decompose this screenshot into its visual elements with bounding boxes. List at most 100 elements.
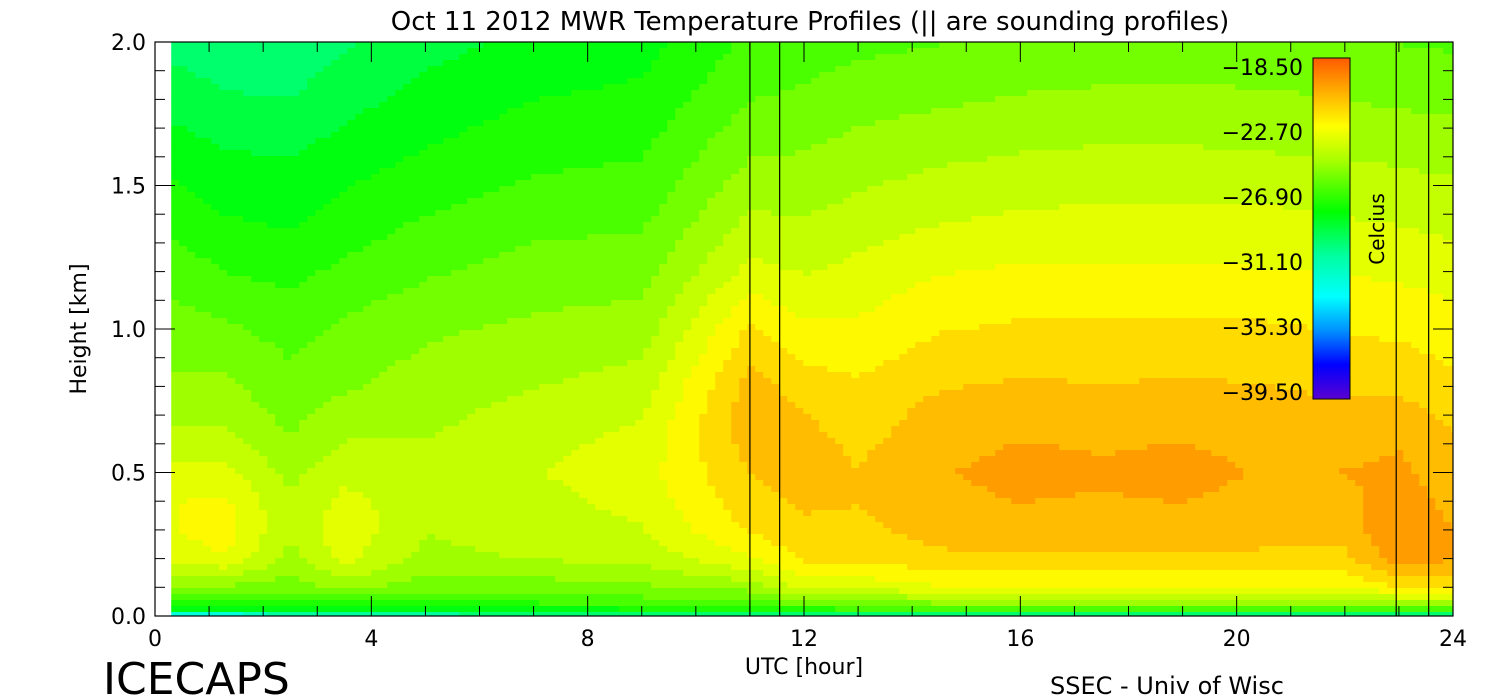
heatmap-cell [307, 96, 316, 103]
heatmap-cell [491, 534, 500, 541]
heatmap-cell [539, 456, 548, 463]
heatmap-cell [315, 414, 324, 421]
heatmap-cell [251, 582, 260, 589]
heatmap-cell [299, 534, 308, 541]
heatmap-cell [187, 246, 196, 253]
heatmap-cell [291, 246, 300, 253]
heatmap-cell [203, 390, 212, 397]
heatmap-cell [499, 372, 508, 379]
heatmap-cell [491, 372, 500, 379]
heatmap-cell [499, 390, 508, 397]
heatmap-cell [491, 156, 500, 163]
heatmap-cell [195, 522, 204, 529]
heatmap-cell [363, 396, 372, 403]
heatmap-cell [555, 378, 564, 385]
heatmap-cell [227, 162, 236, 169]
heatmap-cell [339, 336, 348, 343]
heatmap-cell [379, 282, 388, 289]
heatmap-cell [411, 480, 420, 487]
heatmap-cell [515, 198, 524, 205]
heatmap-cell [419, 456, 428, 463]
heatmap-cell [283, 396, 292, 403]
heatmap-cell [299, 192, 308, 199]
heatmap-cell [187, 360, 196, 367]
heatmap-cell [403, 504, 412, 511]
heatmap-cell [331, 84, 340, 91]
heatmap-cell [243, 240, 252, 247]
heatmap-cell [427, 420, 436, 427]
heatmap-cell [427, 564, 436, 571]
heatmap-cell [395, 48, 404, 55]
heatmap-cell [443, 510, 452, 517]
heatmap-cell [267, 564, 276, 571]
heatmap-cell [571, 342, 580, 349]
heatmap-cell [283, 570, 292, 577]
heatmap-cell [459, 198, 468, 205]
heatmap-cell [523, 294, 532, 301]
heatmap-cell [195, 168, 204, 175]
heatmap-cell [371, 258, 380, 265]
heatmap-cell [171, 606, 180, 613]
heatmap-cell [435, 204, 444, 211]
heatmap-cell [275, 192, 284, 199]
heatmap-cell [363, 294, 372, 301]
heatmap-cell [443, 162, 452, 169]
heatmap-cell [227, 576, 236, 583]
heatmap-cell [371, 438, 380, 445]
heatmap-cell [475, 66, 484, 73]
heatmap-cell [451, 288, 460, 295]
heatmap-cell [499, 558, 508, 565]
heatmap-cell [531, 366, 540, 373]
heatmap-cell [283, 132, 292, 139]
heatmap-cell [555, 468, 564, 475]
heatmap-cell [323, 348, 332, 355]
heatmap-cell [243, 594, 252, 601]
heatmap-cell [275, 42, 284, 49]
heatmap-cell [515, 174, 524, 181]
heatmap-cell [563, 156, 572, 163]
heatmap-cell [243, 198, 252, 205]
heatmap-cell [427, 510, 436, 517]
heatmap-cell [523, 156, 532, 163]
heatmap-cell [531, 522, 540, 529]
heatmap-cell [467, 588, 476, 595]
heatmap-cell [355, 288, 364, 295]
heatmap-cell [563, 390, 572, 397]
heatmap-cell [355, 162, 364, 169]
heatmap-cell [579, 282, 588, 289]
heatmap-cell [403, 162, 412, 169]
heatmap-cell [179, 504, 188, 511]
heatmap-cell [395, 492, 404, 499]
heatmap-cell [267, 348, 276, 355]
heatmap-cell [467, 516, 476, 523]
heatmap-cell [347, 78, 356, 85]
heatmap-cell [371, 96, 380, 103]
heatmap-cell [467, 366, 476, 373]
heatmap-cell [467, 270, 476, 277]
heatmap-cell [259, 216, 268, 223]
heatmap-cell [323, 174, 332, 181]
heatmap-cell [291, 126, 300, 133]
heatmap-cell [267, 552, 276, 559]
heatmap-cell [355, 198, 364, 205]
heatmap-cell [507, 270, 516, 277]
heatmap-cell [179, 534, 188, 541]
heatmap-cell [355, 588, 364, 595]
heatmap-cell [371, 528, 380, 535]
heatmap-cell [579, 144, 588, 151]
heatmap-cell [211, 90, 220, 97]
heatmap-cell [435, 498, 444, 505]
heatmap-cell [251, 174, 260, 181]
heatmap-cell [459, 468, 468, 475]
heatmap-cell [379, 552, 388, 559]
heatmap-cell [411, 552, 420, 559]
heatmap-cell [443, 252, 452, 259]
heatmap-cell [427, 378, 436, 385]
heatmap-cell [251, 354, 260, 361]
heatmap-cell [459, 564, 468, 571]
heatmap-cell [459, 126, 468, 133]
heatmap-cell [475, 402, 484, 409]
heatmap-cell [475, 240, 484, 247]
heatmap-cell [427, 492, 436, 499]
heatmap-cell [227, 276, 236, 283]
